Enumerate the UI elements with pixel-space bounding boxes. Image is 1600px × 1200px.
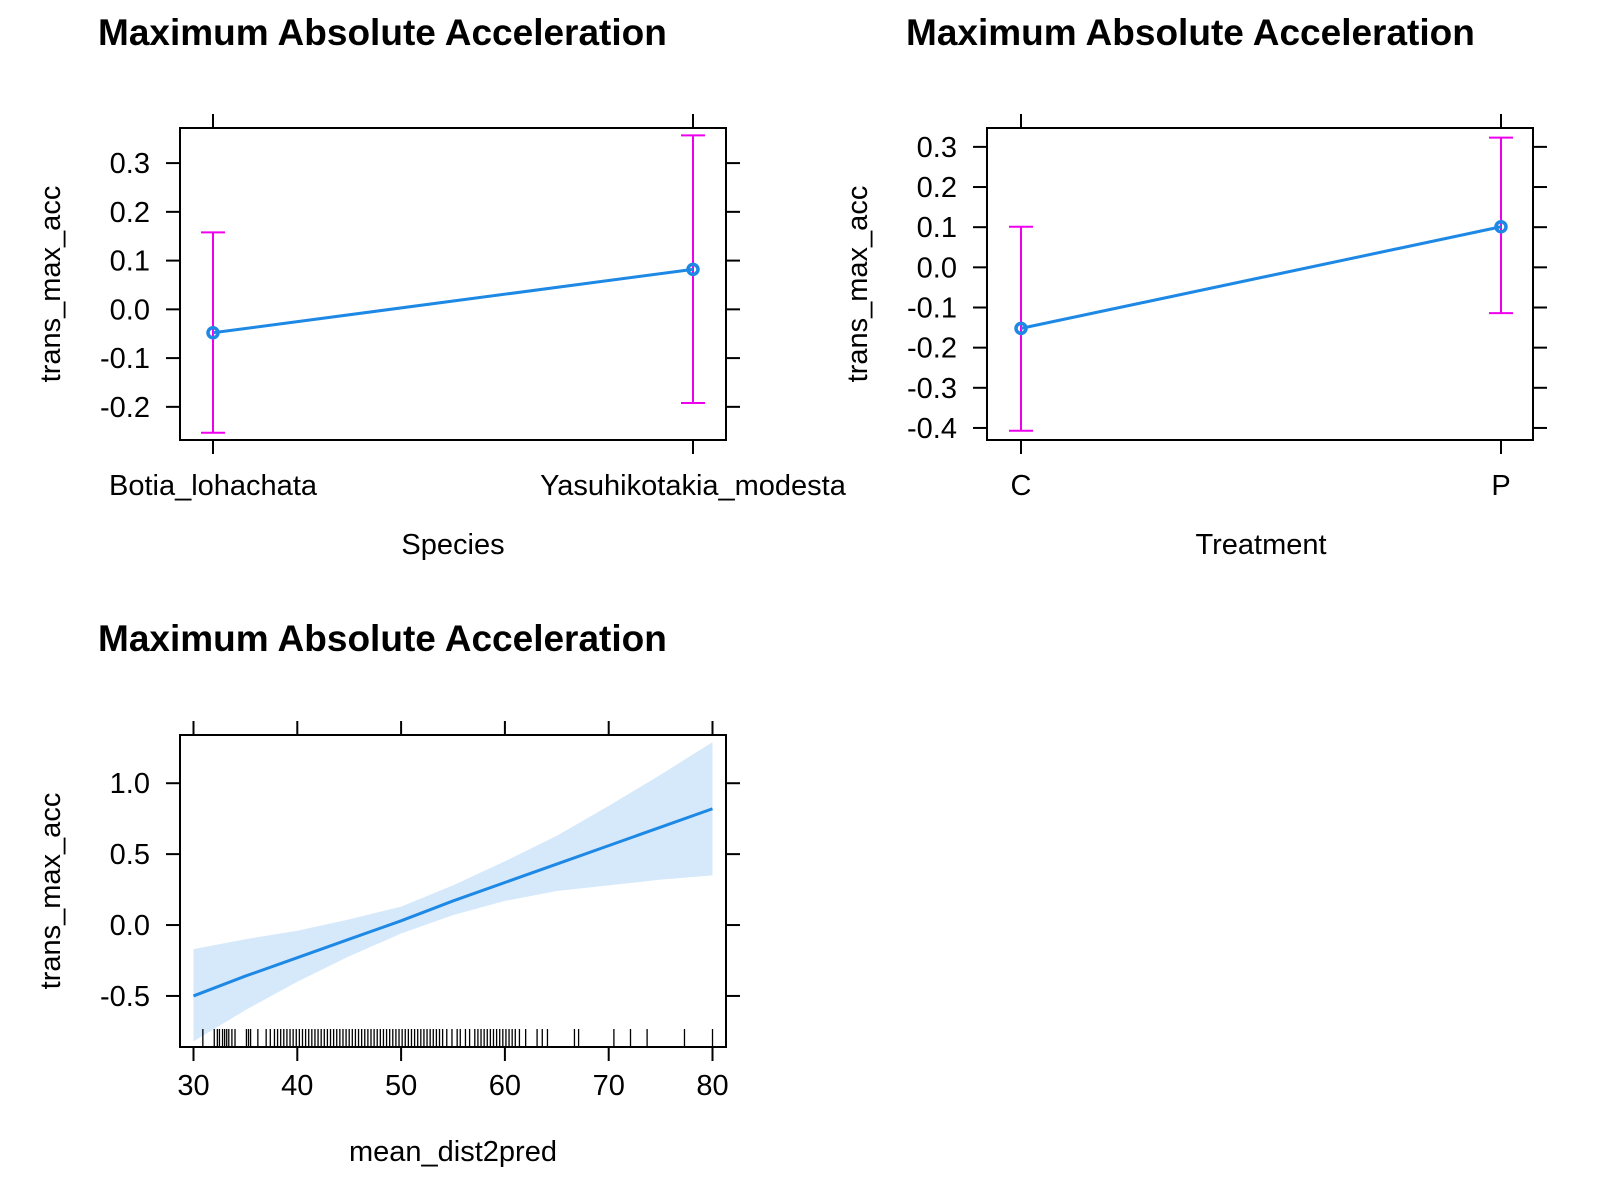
panel-species: Maximum Absolute Acceleration -0.2 -0.1 0.… — [35, 12, 847, 561]
y-tick-label: -0.2 — [907, 333, 957, 365]
y-tick-label: 0.2 — [917, 172, 957, 204]
effect-point — [1494, 220, 1508, 234]
y-tick-label: 0.2 — [110, 197, 150, 229]
panel-treatment: Maximum Absolute Acceleration -0.4-0.3-0… — [842, 12, 1547, 561]
y-tick-label: 0.3 — [110, 148, 150, 180]
treatment-marks: -0.4 -0.3 -0.2 -0.1 0.0 0.1 0.2 0.3 — [907, 114, 1547, 454]
x-axis-label: mean_dist2pred — [349, 1136, 557, 1168]
panel-mean-dist2pred: Maximum Absolute Acceleration -0.5 0.0 0.5… — [35, 618, 740, 1168]
effect-point — [206, 326, 220, 340]
y-tick-label: 0.0 — [917, 252, 957, 284]
effect-point — [686, 262, 700, 277]
plot-frame — [179, 734, 727, 1048]
y-tick-label: -0.1 — [100, 343, 150, 375]
effect-line — [1020, 225, 1502, 330]
y-tick-label: 0.3 — [917, 132, 957, 164]
y-axis-label: trans_max_acc — [842, 186, 874, 383]
x-tick-label: 30 — [177, 1070, 209, 1102]
y-axis-label: trans_max_acc — [35, 186, 67, 383]
y-tick-label: 0.1 — [917, 212, 957, 244]
y-tick-label: -0.4 — [907, 413, 957, 445]
y-tick-label: 0.0 — [110, 294, 150, 326]
x-category-label: Botia_lohachata — [109, 470, 318, 502]
fit-line — [192, 807, 714, 998]
y-tick-label: -0.3 — [907, 373, 957, 405]
effect-point — [1014, 321, 1028, 336]
x-axis-label: Species — [401, 529, 504, 561]
x-tick-label: 50 — [385, 1070, 417, 1102]
x-axis-label: Treatment — [1195, 529, 1326, 561]
y-tick-label: -0.2 — [100, 392, 150, 424]
x-tick-label: 70 — [593, 1070, 625, 1102]
panel-title: Maximum Absolute Acceleration — [98, 12, 667, 53]
y-axis-label: trans_max_acc — [35, 793, 67, 990]
y-tick-label: -0.1 — [907, 292, 957, 324]
y-tick-label: 0.0 — [110, 910, 150, 942]
y-tick-label: 0.1 — [110, 246, 150, 278]
y-tick-label: 0.5 — [110, 839, 150, 871]
x-category-label: P — [1491, 470, 1510, 502]
x-category-label: C — [1011, 470, 1032, 502]
x-tick-label: 60 — [489, 1070, 521, 1102]
confidence-band — [193, 742, 713, 1042]
species-marks: -0.2 -0.1 0.0 0.1 0.2 0.3 — [100, 114, 740, 454]
y-tick-label: -0.5 — [100, 981, 150, 1013]
x-tick-label: 80 — [696, 1070, 728, 1102]
y-tick-label: 1.0 — [110, 768, 150, 800]
effect-line — [212, 267, 694, 335]
plot-frame — [986, 127, 1534, 441]
x-tick-label: 40 — [281, 1070, 313, 1102]
plot-frame — [179, 127, 727, 441]
x-category-label: Yasuhikotakia_modesta — [540, 470, 847, 502]
dist2pred-marks: -0.5 0.0 0.5 1.0 30 40 50 60 70 80 — [100, 721, 740, 1102]
panel-title: Maximum Absolute Acceleration — [98, 618, 667, 659]
panel-title: Maximum Absolute Acceleration — [906, 12, 1475, 53]
